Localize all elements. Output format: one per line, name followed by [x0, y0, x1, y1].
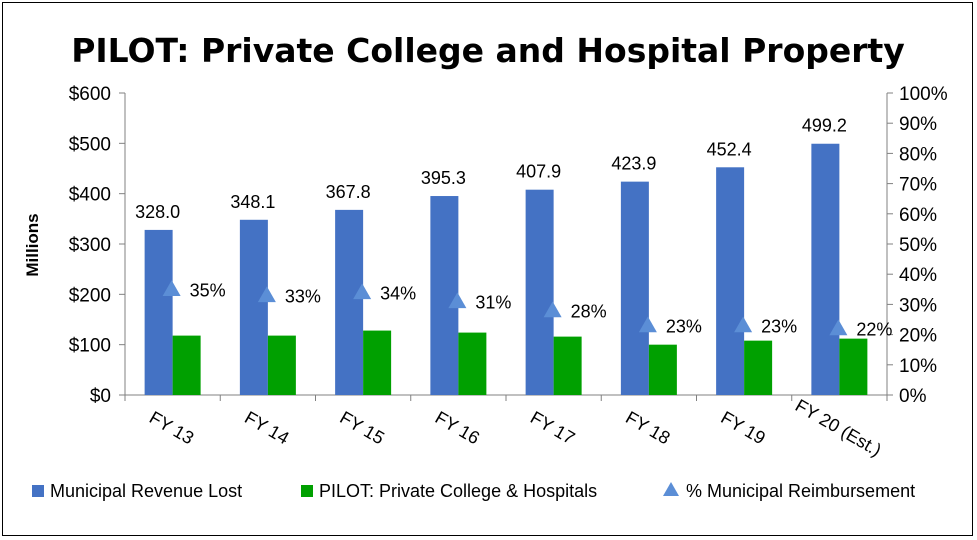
data-label-revenue: 367.8: [326, 182, 371, 202]
legend-label-reimbursement: % Municipal Reimbursement: [686, 481, 915, 501]
data-label-revenue: 423.9: [611, 154, 656, 174]
bar-pilot-payments: [172, 335, 201, 395]
y2-tick-label: 20%: [899, 326, 937, 347]
x-tick-label: FY 13: [146, 407, 197, 448]
x-tick-label: FY 18: [622, 407, 673, 448]
bar-municipal-revenue-lost: [525, 189, 554, 395]
bar-municipal-revenue-lost: [144, 229, 173, 395]
legend-label-revenue: Municipal Revenue Lost: [50, 481, 242, 501]
y-axis-label: Millions: [23, 213, 42, 276]
y-tick-label: $400: [69, 185, 111, 206]
data-label-revenue: 499.2: [802, 116, 847, 136]
x-tick-label: FY 15: [336, 407, 387, 448]
x-tick-label: FY 19: [717, 407, 768, 448]
bar-pilot-payments: [648, 344, 677, 395]
y-tick-label: $500: [69, 134, 111, 155]
x-tick-label: FY 16: [432, 407, 483, 448]
bar-pilot-payments: [839, 338, 868, 395]
y2-tick-label: 10%: [899, 356, 937, 377]
y-tick-label: $0: [90, 386, 111, 407]
y-tick-label: $300: [69, 235, 111, 256]
legend-swatch-pilot: [301, 485, 313, 497]
bar-pilot-payments: [363, 330, 392, 395]
y-tick-label: $600: [69, 84, 111, 105]
marker-reimbursement: [162, 280, 181, 297]
data-label-reimbursement: 33%: [285, 286, 321, 306]
data-label-reimbursement: 23%: [666, 317, 702, 337]
bar-pilot-payments: [744, 340, 773, 395]
data-label-reimbursement: 28%: [571, 301, 607, 321]
marker-reimbursement: [734, 316, 753, 333]
y2-tick-label: 80%: [899, 144, 937, 165]
legend-swatch-reimbursement: [663, 482, 679, 496]
x-tick-label: FY 17: [527, 407, 578, 448]
bar-municipal-revenue-lost: [811, 143, 840, 395]
y2-tick-label: 0%: [899, 386, 927, 407]
y-tick-label: $200: [69, 285, 111, 306]
chart-title: PILOT: Private College and Hospital Prop…: [71, 31, 905, 70]
y2-tick-label: 60%: [899, 205, 937, 226]
bar-municipal-revenue-lost: [620, 181, 649, 395]
data-label-reimbursement: 34%: [380, 283, 416, 303]
legend: Municipal Revenue Lost PILOT: Private Col…: [32, 481, 915, 501]
marker-reimbursement: [543, 301, 562, 318]
y2-tick-label: 90%: [899, 114, 937, 135]
y2-tick-label: 30%: [899, 295, 937, 316]
y2-tick-label: 40%: [899, 265, 937, 286]
bar-pilot-payments: [553, 336, 582, 395]
legend-label-pilot: PILOT: Private College & Hospitals: [319, 481, 597, 501]
x-tick-label: FY 20 (Est.): [792, 395, 885, 460]
data-label-revenue: 348.1: [230, 192, 275, 212]
legend-swatch-revenue: [32, 485, 44, 497]
marker-reimbursement: [353, 283, 372, 300]
marker-reimbursement: [829, 319, 848, 336]
data-label-revenue: 395.3: [421, 168, 466, 188]
y2-tick-label: 50%: [899, 235, 937, 256]
marker-reimbursement: [257, 286, 276, 303]
y2-tick-label: 100%: [899, 84, 948, 105]
y-tick-label: $100: [69, 336, 111, 357]
bar-pilot-payments: [458, 332, 487, 395]
bar-municipal-revenue-lost: [430, 196, 459, 395]
data-label-reimbursement: 31%: [475, 292, 511, 312]
marker-reimbursement: [638, 316, 657, 333]
data-label-reimbursement: 22%: [856, 320, 892, 340]
data-label-reimbursement: 23%: [761, 317, 797, 337]
data-label-reimbursement: 35%: [190, 280, 226, 300]
bar-municipal-revenue-lost: [335, 209, 364, 395]
y2-tick-label: 70%: [899, 175, 937, 196]
data-label-revenue: 452.4: [707, 139, 752, 159]
x-tick-label: FY 14: [241, 407, 292, 448]
data-label-revenue: 328.0: [135, 202, 180, 222]
bar-pilot-payments: [267, 335, 296, 395]
data-label-revenue: 407.9: [516, 162, 561, 182]
bar-municipal-revenue-lost: [716, 167, 745, 395]
bar-municipal-revenue-lost: [239, 219, 268, 395]
plot-area: $0 $100 $200 $300 $400 $500 $600 0% 10% 20% 30% 40%…: [69, 84, 948, 460]
marker-reimbursement: [448, 292, 467, 309]
